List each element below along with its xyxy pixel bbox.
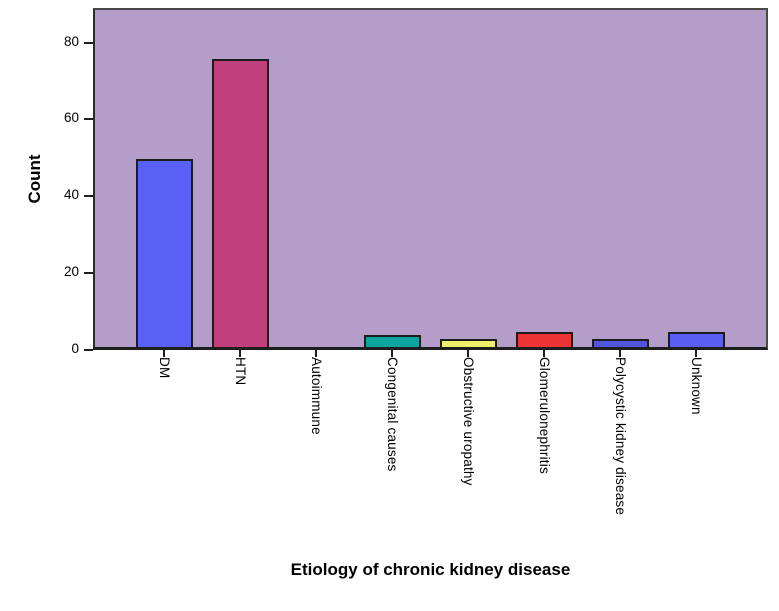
y-tick-mark — [84, 118, 93, 120]
x-tick-label-obstructive-uropathy: Obstructive uropathy — [461, 357, 476, 486]
x-tick-mark — [619, 350, 621, 357]
x-tick-label-polycystic-kidney-disease: Polycystic kidney disease — [613, 357, 628, 516]
x-tick-mark — [543, 350, 545, 357]
x-tick-mark — [467, 350, 469, 357]
bar-dm — [136, 159, 193, 347]
x-tick-label-dm: DM — [157, 357, 172, 379]
plot-area — [93, 8, 768, 350]
x-tick-label-autoimmune: Autoimmune — [309, 357, 324, 435]
y-tick-mark — [84, 349, 93, 351]
y-tick-label: 0 — [71, 341, 79, 356]
x-tick-mark — [315, 350, 317, 357]
bar-congenital-causes — [364, 335, 421, 347]
x-tick-mark — [239, 350, 241, 357]
y-tick-mark — [84, 42, 93, 44]
y-tick-label: 80 — [63, 34, 79, 49]
x-tick-label-htn: HTN — [233, 357, 248, 386]
y-tick-label: 60 — [63, 110, 79, 125]
x-tick-label-glomerulonephritis: Glomerulonephritis — [537, 357, 552, 474]
x-tick-mark — [695, 350, 697, 357]
bar-polycystic-kidney-disease — [592, 339, 649, 347]
y-tick-mark — [84, 272, 93, 274]
y-tick-mark — [84, 195, 93, 197]
y-tick-label: 40 — [63, 187, 79, 202]
bar-htn — [212, 59, 269, 347]
y-tick-label: 20 — [63, 264, 79, 279]
bar-glomerulonephritis — [516, 332, 573, 347]
x-tick-mark — [391, 350, 393, 357]
bar-unknown — [668, 332, 725, 347]
bar-obstructive-uropathy — [440, 339, 497, 347]
x-tick-mark — [163, 350, 165, 357]
x-tick-label-unknown: Unknown — [689, 357, 704, 415]
x-tick-label-congenital-causes: Congenital causes — [385, 357, 400, 472]
x-axis-title: Etiology of chronic kidney disease — [290, 560, 571, 579]
